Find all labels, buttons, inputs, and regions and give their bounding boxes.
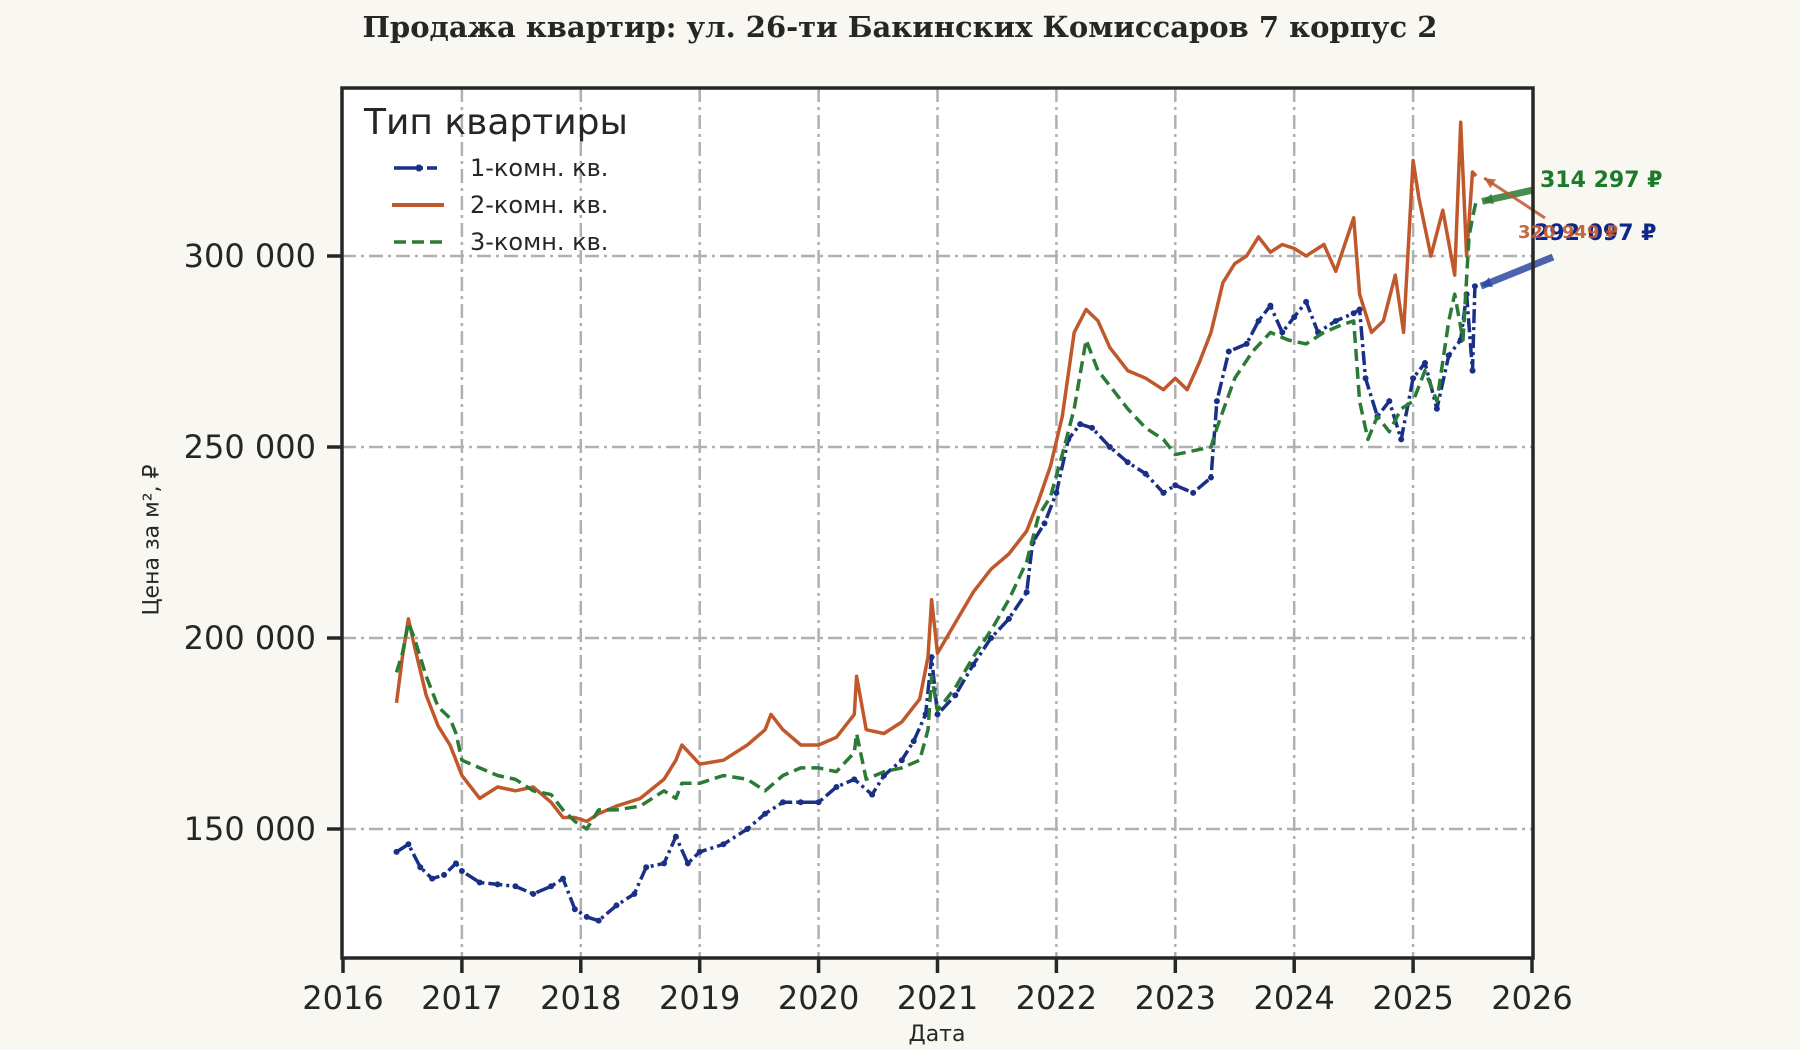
axis-ticks: 2016 2017 2018 2019 2020 2021 2022 2023 2024 2025… [184, 237, 1573, 1017]
svg-text:2016: 2016 [302, 979, 383, 1017]
legend-item-2room: 2-комн. кв. [364, 186, 628, 223]
svg-text:150 000: 150 000 [184, 810, 316, 848]
svg-text:2025: 2025 [1372, 979, 1453, 1017]
series-line [394, 201, 1478, 831]
svg-text:2021: 2021 [897, 979, 978, 1017]
series-line [394, 120, 1478, 824]
svg-text:2019: 2019 [659, 979, 740, 1017]
legend-swatch-solid-icon [392, 202, 444, 207]
svg-text:250 000: 250 000 [184, 428, 316, 466]
annotation-arrows [1479, 176, 1555, 290]
svg-text:2023: 2023 [1135, 979, 1216, 1017]
svg-text:300 000: 300 000 [184, 237, 316, 275]
legend: Тип квартиры 1-комн. кв. 2-комн. кв. 3-к… [364, 102, 628, 260]
legend-swatch-dashdot-icon [394, 164, 442, 171]
svg-text:2026: 2026 [1491, 979, 1572, 1017]
annotation-3room: 314 297 ₽ [1540, 168, 1663, 193]
x-axis-label: Дата [908, 1022, 966, 1047]
svg-text:2024: 2024 [1253, 979, 1334, 1017]
chart-title: Продажа квартир: ул. 26-ти Бакинских Ком… [362, 10, 1438, 44]
legend-label: 2-комн. кв. [470, 190, 609, 219]
series-lines [393, 120, 1478, 924]
legend-item-1room: 1-комн. кв. [364, 149, 628, 186]
svg-text:2018: 2018 [540, 979, 621, 1017]
legend-title: Тип квартиры [364, 102, 628, 143]
annotation-1room: 292 097 ₽ [1534, 221, 1657, 246]
annotation-2room: 320 949 ₽ [1518, 222, 1619, 243]
svg-text:2022: 2022 [1016, 979, 1097, 1017]
legend-label: 1-комн. кв. [470, 153, 609, 182]
svg-text:2020: 2020 [778, 979, 859, 1017]
y-axis-label: Цена за м², ₽ [139, 464, 165, 616]
svg-text:2017: 2017 [421, 979, 502, 1017]
svg-text:200 000: 200 000 [184, 619, 316, 657]
legend-label: 3-комн. кв. [470, 227, 609, 256]
legend-item-3room: 3-комн. кв. [364, 223, 628, 260]
legend-swatch-dashed-icon [394, 239, 442, 244]
